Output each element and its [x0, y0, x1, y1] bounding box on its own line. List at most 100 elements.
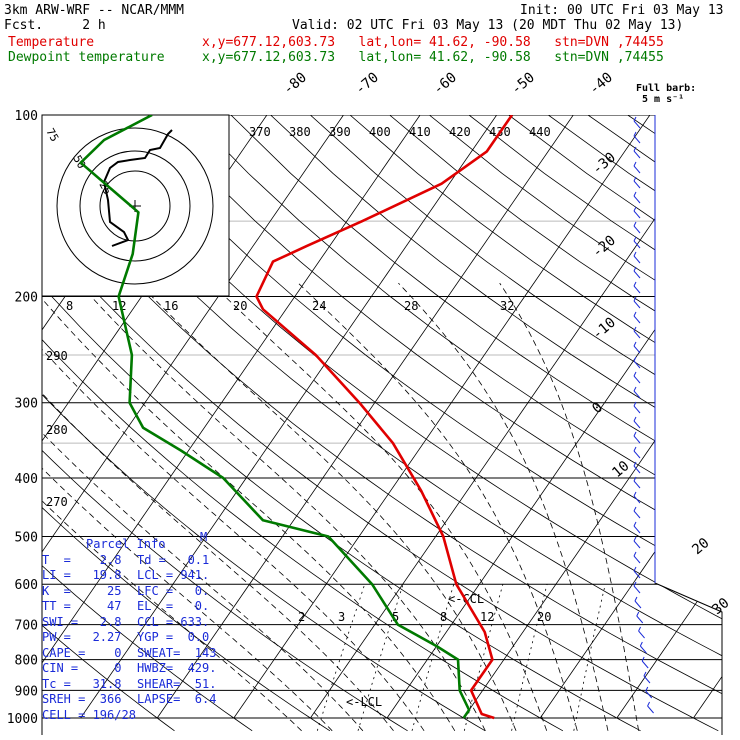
- dewpoint-profile: [79, 115, 471, 719]
- wind-barb: [633, 465, 641, 474]
- wind-barb: [639, 645, 647, 654]
- dry-adiabat-line: [42, 115, 408, 732]
- wind-barb: [633, 435, 641, 444]
- parcel-info-right: LFC = 0.: [137, 583, 210, 598]
- parcel-info-title: Parcel Info: [86, 537, 166, 551]
- mixing-ratio-line: [357, 584, 404, 731]
- parcel-info-left: LI = 19.8: [42, 568, 122, 582]
- mixing-ratio-line: [411, 584, 455, 731]
- parcel-info-left: SWI = 2.8: [42, 614, 122, 629]
- isotherm-line: [42, 115, 421, 719]
- isotherm-line: [80, 115, 497, 719]
- theta-label: 280: [46, 423, 68, 437]
- wind-barb: [633, 131, 637, 137]
- wind-barb: [633, 555, 641, 564]
- dry-adiabat-line: [191, 115, 722, 732]
- wind-barb: [633, 450, 641, 459]
- wind-barb: [633, 360, 641, 369]
- isotherm-label: -40: [586, 70, 616, 99]
- wind-barb: [633, 251, 637, 257]
- wind-barb: [633, 551, 637, 557]
- isotherm-label: 20: [689, 535, 712, 558]
- parcel-info-row: CAPE = 0 SWEAT= 143: [42, 646, 232, 662]
- parcel-info-left: Tc = 31.8: [42, 676, 122, 691]
- moist-adiabat-line: [42, 282, 456, 732]
- wind-barb: [633, 300, 641, 309]
- wind-barb: [633, 191, 637, 197]
- theta-label: 380: [289, 125, 311, 139]
- temperature-location: x,y=677.12,603.73 lat,lon= 41.62, -90.58…: [202, 35, 664, 50]
- hodograph-speed-label: 8: [66, 299, 73, 313]
- dry-adiabat-line: [42, 115, 641, 732]
- hodograph-trace: [102, 129, 173, 247]
- moist-adiabat-line: [210, 282, 548, 731]
- parcel-info-left: T = 2.8: [42, 552, 122, 567]
- wind-barb: [641, 660, 649, 669]
- mixing-ratio-line: [511, 584, 548, 731]
- dry-adiabat-line: [270, 115, 722, 732]
- full-barb-label: Full barb:: [636, 83, 697, 94]
- pressure-label: 600: [15, 578, 38, 593]
- hodograph-speed-label: 28: [404, 299, 418, 313]
- parcel-info-right: YGP = 0.0: [137, 630, 210, 644]
- wind-barb: [633, 221, 637, 227]
- wind-barb: [636, 611, 640, 617]
- wind-barb: [633, 390, 641, 399]
- moist-adiabat-line: [42, 282, 333, 732]
- mixing-ratio-label: 2: [298, 610, 305, 624]
- isotherm-line: [386, 115, 722, 719]
- wind-barb: [643, 671, 647, 677]
- isotherm-line: [539, 115, 722, 719]
- wind-barb: [633, 401, 637, 407]
- parcel-info-left: SREH = 366: [42, 692, 122, 706]
- theta-label: 400: [369, 125, 391, 139]
- dry-adiabat-line: [42, 115, 486, 732]
- wind-barb: [633, 270, 641, 279]
- wind-barb: [633, 116, 637, 122]
- m-annotation: M: [200, 530, 207, 544]
- isotherm-label: -50: [508, 70, 538, 99]
- parcel-info-left: CAPE = 0: [42, 645, 122, 660]
- dry-adiabat-line: [42, 115, 719, 732]
- isotherm-line: [310, 115, 722, 719]
- wind-barb: [643, 675, 651, 684]
- wind-barb: [633, 585, 641, 594]
- wind-barb: [633, 356, 637, 362]
- mixing-ratio-label: 12: [480, 610, 494, 624]
- moist-adiabat-line: [78, 282, 486, 731]
- parcel-info-right: CCL = 633.: [137, 614, 210, 629]
- parcel-info-right: SHEAR= 51.: [137, 676, 217, 691]
- wind-barb: [634, 600, 642, 609]
- mixing-ratio-label: 8: [440, 610, 447, 624]
- parcel-info-row: Tc = 31.8 SHEAR= 51.: [42, 677, 232, 693]
- temperature-profile: [255, 115, 514, 720]
- dry-adiabat-line: [548, 115, 722, 732]
- wind-barb: [633, 491, 637, 497]
- moist-adiabat-line: [42, 282, 364, 732]
- hodograph-ring: [56, 127, 214, 285]
- dry-adiabat-line: [42, 115, 253, 732]
- parcel-info-right: LCL = 941.: [137, 568, 210, 582]
- wind-barb: [633, 416, 637, 422]
- dry-adiabat-line: [627, 115, 722, 732]
- isotherm-line: [156, 115, 574, 719]
- wind-barb: [641, 656, 645, 662]
- wind-barb: [633, 255, 641, 264]
- mixing-ratio-label: 20: [537, 610, 551, 624]
- dry-adiabat-line: [42, 115, 722, 732]
- isotherm-label: 0: [589, 399, 606, 417]
- dry-adiabat-line: [42, 115, 331, 732]
- lcl-annotation: <-LCL: [346, 695, 382, 709]
- isotherm-label: -30: [589, 150, 619, 179]
- pressure-label: 500: [15, 530, 38, 545]
- full-barb-value: 5 m s⁻¹: [642, 94, 685, 105]
- dry-adiabat-line: [508, 115, 722, 732]
- parcel-info-row: K = 25 LFC = 0.: [42, 584, 232, 600]
- wind-barb: [633, 281, 637, 287]
- parcel-info-row: SREH = 366 LAPSE= 6.4: [42, 692, 232, 708]
- parcel-info-right: LAPSE= 6.4: [137, 692, 217, 706]
- wind-barb: [633, 150, 641, 159]
- wind-barb: [633, 341, 637, 347]
- wind-barb: [634, 596, 638, 602]
- isotherm-label: -60: [430, 70, 460, 99]
